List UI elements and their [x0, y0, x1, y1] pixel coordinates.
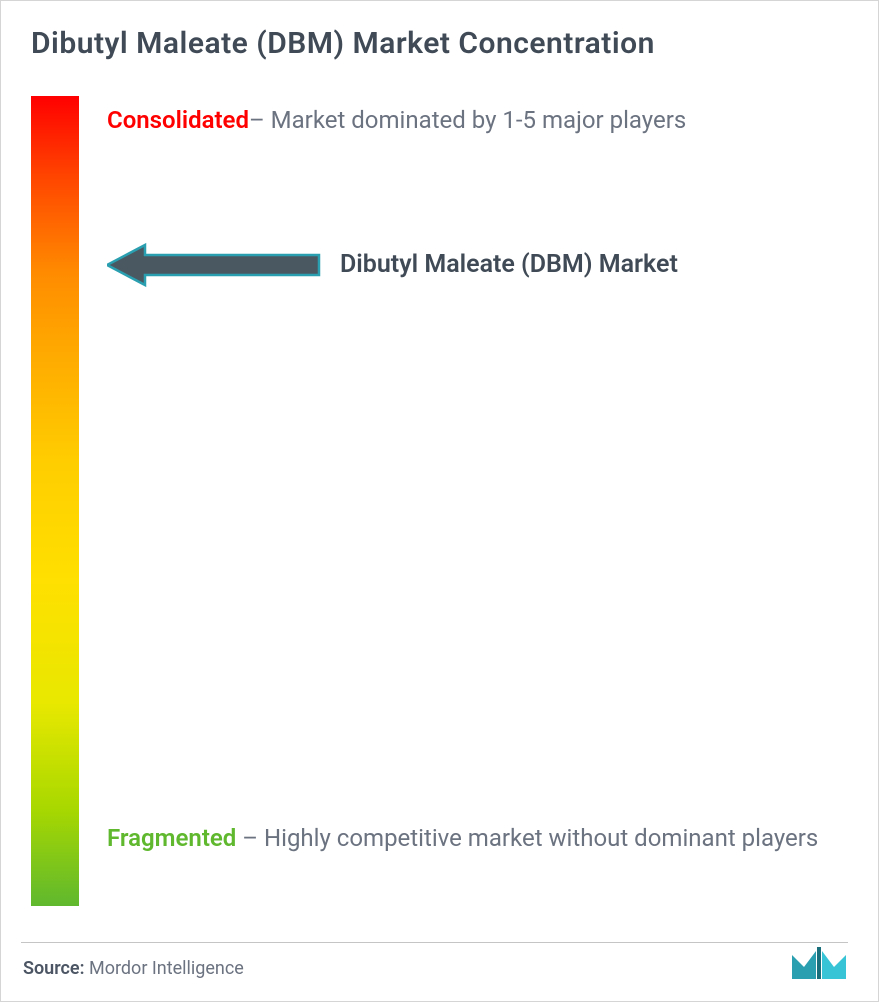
logo-icon: [792, 947, 848, 979]
infographic-container: Dibutyl Maleate (DBM) Market Concentrati…: [0, 0, 879, 1002]
fragmented-highlight: Fragmented: [107, 824, 236, 852]
consolidated-label-section: Consolidated– Market dominated by 1-5 ma…: [107, 96, 828, 144]
source-label: Source:: [23, 958, 89, 979]
fragmented-rest: – Highly competitive market without domi…: [236, 824, 818, 852]
consolidated-description: Consolidated– Market dominated by 1-5 ma…: [107, 96, 828, 144]
mordor-logo: [792, 947, 848, 979]
market-position-arrow-section: Dibutyl Maleate (DBM) Market: [107, 241, 678, 289]
source-value: Mordor Intelligence: [89, 958, 244, 979]
divider-line: [21, 942, 848, 943]
fragmented-description: Fragmented – Highly competitive market w…: [107, 814, 828, 862]
consolidated-rest: – Market dominated by 1-5 major players: [249, 106, 686, 134]
chart-title: Dibutyl Maleate (DBM) Market Concentrati…: [31, 26, 848, 61]
text-content-area: Consolidated– Market dominated by 1-5 ma…: [107, 96, 848, 926]
source-attribution: Source: Mordor Intelligence: [23, 958, 244, 979]
consolidated-highlight: Consolidated: [107, 106, 249, 134]
market-name-label: Dibutyl Maleate (DBM) Market: [340, 248, 678, 282]
main-content: Consolidated– Market dominated by 1-5 ma…: [31, 96, 848, 926]
fragmented-label-section: Fragmented – Highly competitive market w…: [107, 814, 828, 862]
concentration-gradient-bar: [31, 96, 79, 906]
left-arrow-icon: [107, 241, 322, 289]
